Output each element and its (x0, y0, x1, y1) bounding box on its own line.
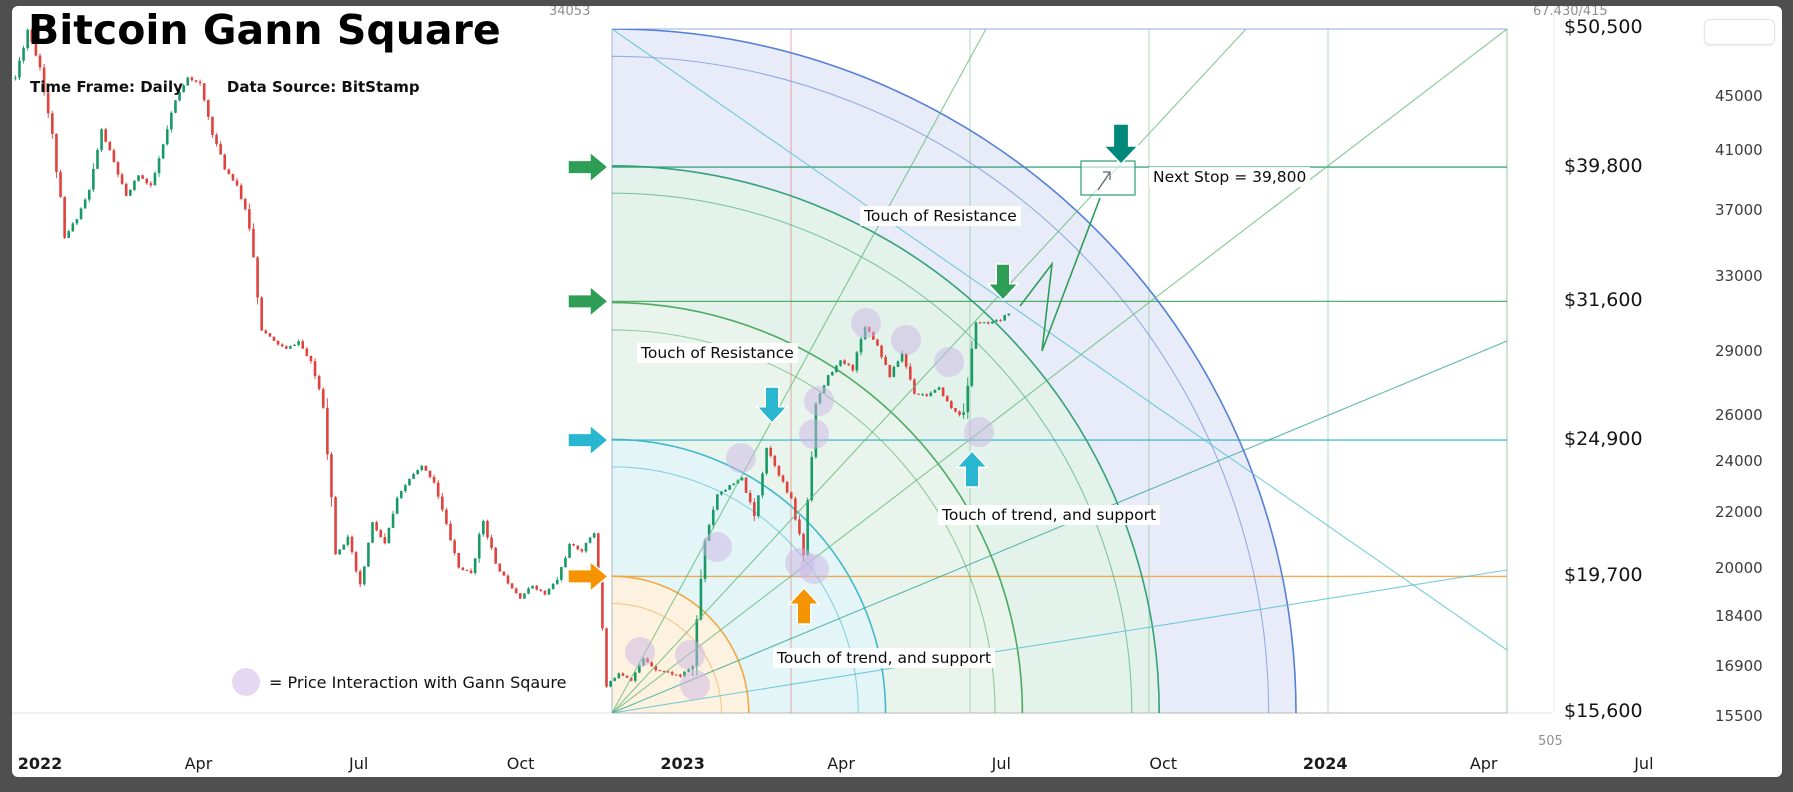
support-arrow-lower (787, 586, 821, 625)
gann-chart-canvas[interactable] (12, 6, 1782, 777)
price-interaction-marker-icon (232, 668, 260, 696)
event-arrows (755, 123, 1140, 625)
left-price-arrows (567, 150, 610, 594)
target-box (1080, 160, 1136, 196)
overlay-value-top-right: 67.430/415 (1533, 6, 1608, 19)
overlay-value-bottom-right: 505 (1538, 734, 1563, 749)
toolbar-button[interactable] (1704, 19, 1775, 45)
gann-arcs (612, 29, 1297, 713)
overlay-value-top-center: 34053 (549, 6, 591, 19)
legend: = Price Interaction with Gann Sqaure (232, 668, 566, 696)
next-stop-arrow (1102, 123, 1140, 166)
timeframe-label: Time Frame: Daily (30, 78, 183, 96)
chart-panel[interactable]: Bitcoin Gann Square Time Frame: Daily Dat… (12, 6, 1782, 777)
resistance-arrow-upper (986, 263, 1020, 302)
chart-title: Bitcoin Gann Square (28, 6, 501, 54)
gann-fan-lines (612, 29, 1507, 713)
chart-subtitle: Time Frame: Daily Data Source: BitStamp (30, 78, 420, 96)
price-interaction-markers (625, 308, 994, 700)
data-source-label: Data Source: BitStamp (226, 78, 420, 96)
legend-label: = Price Interaction with Gann Sqaure (269, 672, 567, 692)
support-arrow-upper (955, 449, 989, 488)
projection-zigzag (1019, 197, 1101, 352)
resistance-arrow-lower (755, 386, 789, 425)
